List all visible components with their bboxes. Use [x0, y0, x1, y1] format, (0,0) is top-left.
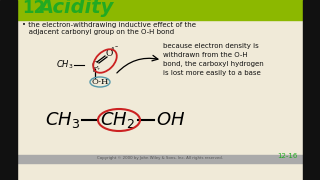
Text: bond, the carboxyl hydrogen: bond, the carboxyl hydrogen: [163, 61, 264, 67]
Bar: [17, 0, 303, 20]
Text: withdrawn from the O-H: withdrawn from the O-H: [163, 52, 248, 58]
Text: C: C: [92, 60, 99, 69]
Text: $\delta^-$: $\delta^-$: [110, 45, 120, 53]
Bar: [17, 155, 303, 163]
Text: Acidity: Acidity: [38, 0, 113, 17]
Text: because electron density is: because electron density is: [163, 43, 259, 49]
Text: • the electron-withdrawing inductive effect of the: • the electron-withdrawing inductive eff…: [22, 22, 196, 28]
Bar: [0, 0, 17, 180]
Text: is lost more easily to a base: is lost more easily to a base: [163, 70, 261, 76]
Text: adjacent carbonyl group on the O-H bond: adjacent carbonyl group on the O-H bond: [22, 29, 174, 35]
Text: $CH_3$: $CH_3$: [45, 110, 80, 130]
Text: $OH$: $OH$: [156, 111, 185, 129]
Text: $CH_2$: $CH_2$: [100, 110, 135, 130]
Text: $\delta^+$: $\delta^+$: [92, 67, 102, 75]
Text: Copyright © 2000 by John Wiley & Sons, Inc. All rights reserved.: Copyright © 2000 by John Wiley & Sons, I…: [97, 156, 223, 160]
Text: O: O: [105, 48, 113, 57]
Text: 12: 12: [22, 0, 45, 17]
Bar: [303, 0, 320, 180]
Text: $CH_3$: $CH_3$: [56, 59, 74, 71]
Text: O-H: O-H: [91, 78, 109, 86]
Text: 12-16: 12-16: [278, 153, 298, 159]
